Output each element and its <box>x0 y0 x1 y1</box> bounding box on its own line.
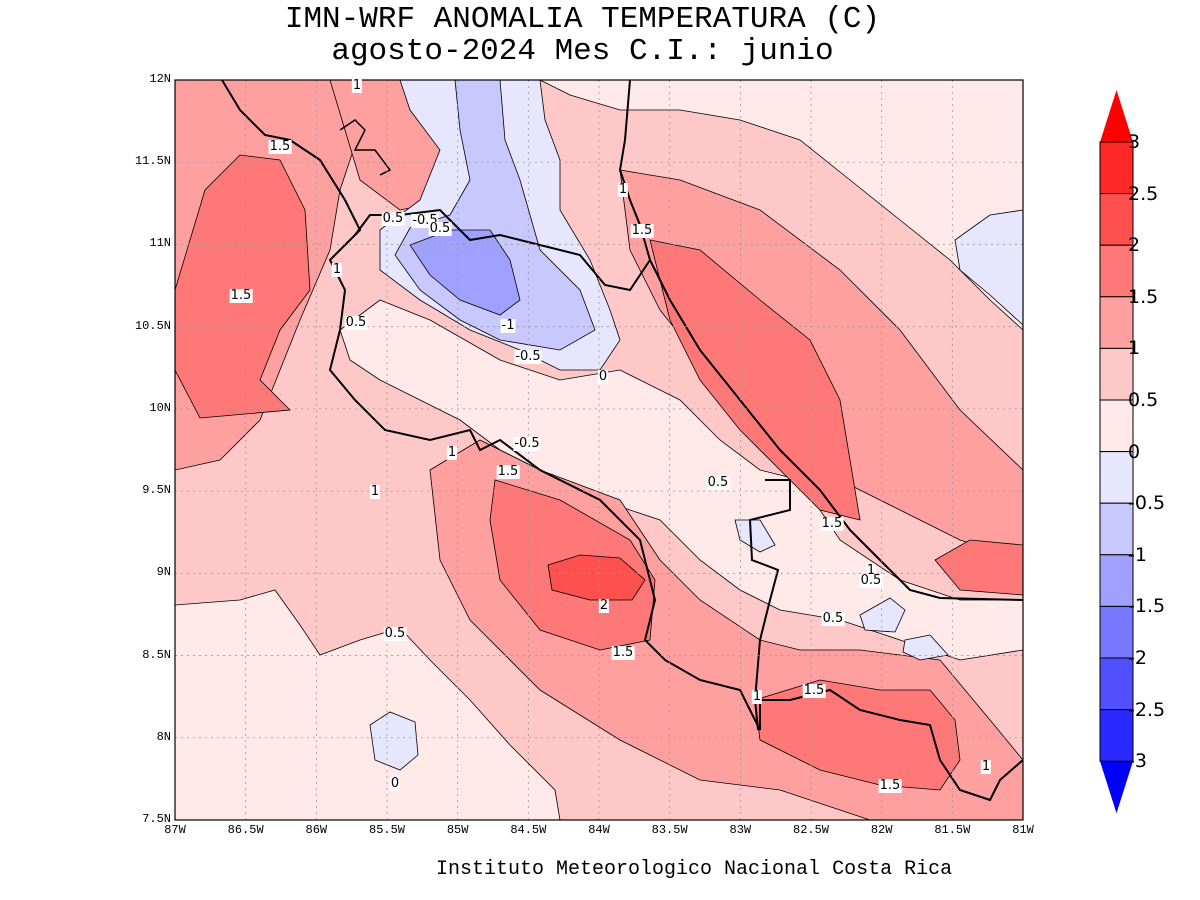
contour-label: 0 <box>389 776 401 791</box>
colorbar-label: -2.5 <box>1128 698 1166 721</box>
contour-label: -0.5 <box>514 349 542 364</box>
lat-tick-label: 7.5N <box>142 812 171 826</box>
contour-label: 1 <box>369 484 381 499</box>
contour-label: 0.5 <box>428 221 452 236</box>
lon-tick-label: 85.5W <box>368 823 406 837</box>
contour-label: 1.5 <box>820 516 844 531</box>
region-1.5-2-west <box>175 154 311 419</box>
contour-label: 1 <box>331 262 343 277</box>
region-0-0.5-central <box>339 299 1023 661</box>
contour-label: 0.5 <box>344 315 368 330</box>
contour-label: 1 <box>617 182 629 197</box>
colorbar <box>1099 90 1134 814</box>
contour-label: 0 <box>597 369 609 384</box>
region-neg0-0.5-sw <box>369 711 419 771</box>
colorbar-swatch <box>1099 141 1134 195</box>
region-1.5-2-se <box>754 679 961 791</box>
colorbar-label: 2 <box>1128 234 1141 257</box>
contour-label: 0.5 <box>383 626 407 641</box>
region-1.5-2-east <box>934 539 1023 596</box>
contour-label: 0.5 <box>706 475 730 490</box>
region-neg0-0.5-e2 <box>902 634 949 661</box>
contour-label: 1.5 <box>611 645 635 660</box>
colorbar-label: 1.5 <box>1128 285 1159 308</box>
region-neg0-0.5-c <box>734 519 776 553</box>
lon-tick-label: 82W <box>870 823 893 837</box>
lon-tick-label: 86.5W <box>227 823 264 837</box>
lat-tick-label: 8.5N <box>142 647 171 662</box>
colorbar-swatch <box>1099 399 1134 453</box>
contour-label: 1.5 <box>268 139 292 154</box>
colorbar-label: 0.5 <box>1128 389 1159 411</box>
lat-tick-label: 9.5N <box>142 483 171 498</box>
contour-label: 1 <box>865 563 877 578</box>
map-frame <box>174 79 1024 821</box>
colorbar-label: -2 <box>1128 647 1147 669</box>
contour-label: 1 <box>751 689 763 704</box>
colorbar-label: -3 <box>1128 750 1147 773</box>
lat-tick-label: 11N <box>149 236 171 251</box>
region-neg1-1.5 <box>409 229 521 316</box>
lon-tick-label: 87W <box>164 823 186 837</box>
contour-label: 1.5 <box>802 683 826 698</box>
colorbar-swatch <box>1099 347 1134 401</box>
contour-label: 0.5 <box>821 611 845 626</box>
region-neg0-0.5-east <box>954 209 1023 326</box>
lon-tick-label: 84W <box>588 823 610 837</box>
map-title: IMN-WRF ANOMALIA TEMPERATURA (C) <box>284 2 881 37</box>
colorbar-swatch <box>1099 605 1134 659</box>
contour-label: 1 <box>980 759 992 774</box>
contour-label: 2 <box>598 598 610 613</box>
lat-tick-label: 11.5N <box>134 154 171 169</box>
lon-tick-label: 83W <box>729 823 752 837</box>
colorbar-label: -0.5 <box>1128 492 1166 515</box>
colorbar-label: 2.5 <box>1128 182 1159 205</box>
colorbar-swatch <box>1099 502 1134 556</box>
colorbar-label: 1 <box>1128 337 1141 360</box>
region-2-2.5 <box>547 554 646 601</box>
colorbar-min-arrow <box>1100 761 1133 814</box>
contour-label: 0.5 <box>381 211 405 226</box>
colorbar-swatch <box>1099 193 1134 246</box>
colorbar-swatch <box>1099 709 1134 762</box>
contour-label: -0.5 <box>513 436 541 451</box>
contour-label: 1.5 <box>229 288 253 303</box>
colorbar-label: -1 <box>1128 543 1147 566</box>
colorbar-swatch <box>1099 657 1134 711</box>
lon-tick-label: 84.5W <box>510 823 547 837</box>
colorbar-swatch <box>1099 244 1134 298</box>
contour-label: 1 <box>351 78 363 93</box>
lat-tick-label: 9N <box>156 565 171 580</box>
lon-tick-label: 83.5W <box>651 823 688 837</box>
region-1.5-2-caribbean <box>649 239 861 521</box>
colorbar-label: 0 <box>1128 440 1141 463</box>
lon-tick-label: 86W <box>305 823 328 837</box>
lon-tick-label: 81.5W <box>934 823 971 837</box>
contour-label: 1.5 <box>496 464 520 479</box>
map-subtitle: agosto-2024 Mes C.I.: junio <box>331 34 834 69</box>
lat-tick-label: 12N <box>149 72 171 86</box>
colorbar-swatch <box>1099 451 1134 504</box>
colorbar-swatch <box>1099 296 1134 349</box>
lat-tick-label: 10.5N <box>134 318 171 333</box>
lon-tick-label: 81W <box>1012 823 1034 837</box>
footer-credit: Instituto Meteorologico Nacional Costa R… <box>436 858 953 881</box>
lon-tick-label: 82.5W <box>792 823 830 837</box>
contour-label: 1.5 <box>878 778 902 793</box>
colorbar-swatch <box>1099 554 1134 607</box>
contour-label: -1 <box>500 318 516 333</box>
colorbar-label: -1.5 <box>1128 595 1166 618</box>
contour-label: 0.5 <box>859 573 883 588</box>
region-0-0.5-sw <box>175 589 561 820</box>
lon-tick-label: 85W <box>446 823 469 837</box>
lat-tick-label: 8N <box>156 729 171 744</box>
colorbar-max-arrow <box>1100 90 1133 142</box>
colorbar-label: 3 <box>1128 131 1141 153</box>
contour-label: 1.5 <box>630 223 654 238</box>
region-0-0.5-ne <box>539 80 1023 331</box>
region-neg0-0.5-e <box>859 597 906 633</box>
lat-tick-label: 10N <box>149 400 171 415</box>
contour-label: 1 <box>446 445 458 460</box>
